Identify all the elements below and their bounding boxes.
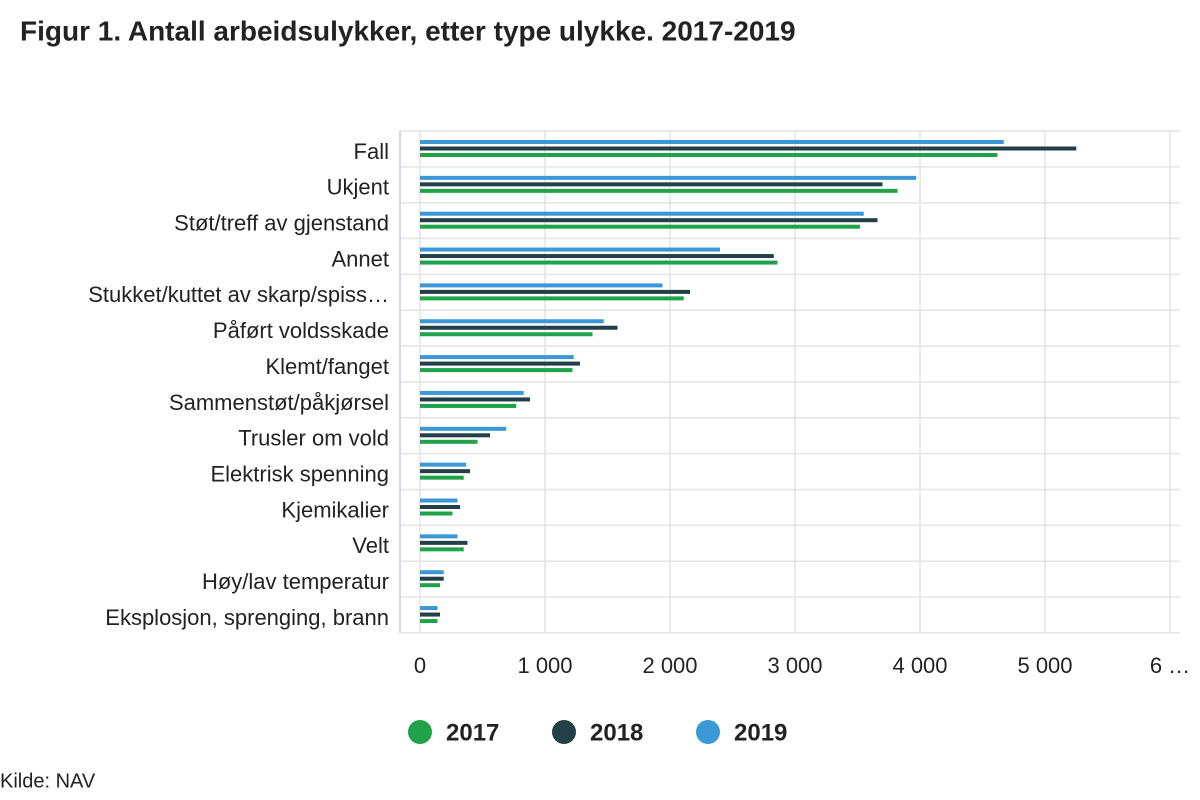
bar [420,355,574,360]
y-tick-label: Påført voldsskade [213,318,389,343]
y-tick-label: Elektrisk spenning [210,461,389,486]
bar [420,175,917,180]
bar [420,361,580,366]
y-tick-label: Trusler om vold [238,426,389,451]
x-tick-label: 3 000 [767,653,822,678]
x-tick-label: 6 … [1150,653,1190,678]
bar [420,433,490,438]
bar [420,153,998,157]
x-tick-label: 5 000 [1017,653,1072,678]
bar [420,439,478,444]
bar [420,612,440,617]
x-tick-label: 1 000 [517,653,572,678]
bar [420,224,860,229]
bar [420,368,573,373]
legend-swatch [408,720,432,744]
legend-swatch [552,720,576,744]
y-tick-label: Stukket/kuttet av skarp/spiss… [88,282,389,307]
bar [420,570,444,575]
bar [420,247,720,252]
y-tick-label: Fall [354,139,389,164]
y-tick-label: Høy/lav temperatur [202,569,389,594]
x-tick-label: 4 000 [892,653,947,678]
bar [420,475,464,480]
legend-label: 2019 [734,719,787,746]
bar [420,182,883,187]
bar [420,146,1077,151]
bar [420,583,440,588]
y-tick-label: Støt/treff av gjenstand [174,211,389,236]
y-tick-label: Klemt/fanget [265,354,389,379]
y-tick-label: Annet [332,246,390,271]
bar [420,289,690,294]
bar [420,140,1004,144]
legend-swatch [696,720,720,744]
bar [420,606,438,611]
bar [420,547,464,552]
bar [420,283,663,288]
bar [420,511,453,516]
bar [420,296,684,301]
bar [420,469,470,474]
bar [420,505,460,509]
bar [420,188,898,193]
legend-label: 2017 [446,719,499,746]
bar [420,254,774,259]
chart-title: Figur 1. Antall arbeidsulykker, etter ty… [20,15,796,46]
bar [420,619,438,624]
y-tick-label: Ukjent [327,175,389,200]
bar [420,390,524,395]
source: Kilde: NAV [0,770,96,792]
y-tick-label: Sammenstøt/påkjørsel [169,390,389,415]
bar [420,319,604,324]
bar [420,426,507,431]
bar [420,540,468,545]
bar [420,218,878,223]
y-tick-label: Eksplosjon, sprenging, brann [105,605,389,630]
x-tick-label: 0 [414,653,426,678]
bar [420,211,864,216]
bar [420,403,517,408]
y-tick-label: Kjemikalier [281,497,389,522]
legend-label: 2018 [590,719,643,746]
bar [420,534,458,539]
bar [420,397,530,402]
bar [420,498,458,503]
x-tick-label: 2 000 [642,653,697,678]
y-tick-label: Velt [352,533,389,558]
bar [420,260,778,265]
bar [420,576,444,581]
bar [420,325,618,330]
bar [420,462,467,467]
bar [420,332,593,337]
